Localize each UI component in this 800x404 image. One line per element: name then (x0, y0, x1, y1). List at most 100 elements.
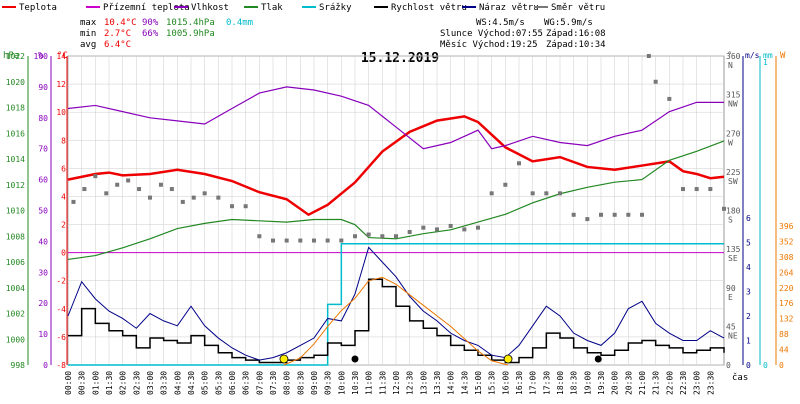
wind-direction-point (243, 204, 248, 209)
legend-label: Vlhkost (191, 3, 229, 13)
wind-direction-point (476, 225, 480, 230)
legend-label: Náraz větru (479, 3, 539, 13)
wind-direction-point (626, 212, 631, 217)
hpa-axis-tick-label: 1008 (6, 232, 25, 241)
deg-axis-direction-label: E (728, 293, 733, 302)
pct-axis-tick-label: 30 (38, 268, 48, 277)
axes: 1022102010181016101410121010100810061004… (6, 52, 794, 370)
wind-direction-point (353, 234, 357, 239)
wind-direction-point (115, 182, 120, 187)
stats-max-rain: 0.4mm (226, 18, 253, 28)
x-tick-label: 21:00 (638, 371, 647, 395)
stats-ws: WS:4.5m/s (476, 18, 525, 28)
x-tick-label: 16:30 (515, 371, 524, 395)
x-tick-label: 14:00 (447, 371, 456, 395)
x-tick-label: 23:00 (693, 371, 702, 395)
wind-direction-point (339, 238, 344, 243)
hpa-axis-tick-label: 1004 (6, 284, 25, 293)
x-tick-label: 13:30 (433, 371, 442, 395)
wind-direction-point (137, 187, 142, 192)
pct-axis-tick-label: 60 (38, 176, 48, 185)
wind-direction-point (640, 212, 644, 217)
stats-mesic: Měsíc Východ:19:25 (440, 40, 538, 50)
wind-direction-point (462, 227, 467, 232)
ms-axis-tick-label: 3 (746, 288, 751, 297)
legend-label: Směr větru (551, 3, 605, 13)
w-axis-tick-label: 44 (779, 346, 789, 355)
deg-axis-direction-label: N (728, 61, 733, 70)
unit-mm: mm (763, 51, 773, 60)
stats-slunce: Slunce Východ:07:55 (440, 29, 543, 39)
x-tick-label: 07:30 (269, 371, 278, 395)
x-tick-label: 00:00 (64, 371, 73, 395)
pct-axis-tick-label: 90 (38, 83, 48, 92)
x-axis-ticks: 00:00 00:30 01:00 01:30 02:00 02:30 03:00 03:30… (64, 371, 715, 395)
stats-min-press: 1005.9hPa (166, 29, 215, 39)
unit-pct: % (38, 51, 44, 61)
stats-min-temp: 2.7°C (104, 29, 131, 39)
c-axis-tick-label: 6 (61, 164, 66, 173)
wind-direction-point (653, 79, 658, 84)
wind-direction-point (93, 174, 98, 179)
legend-label: Rychlost větru (391, 3, 467, 13)
deg-axis-direction-label: SW (728, 177, 738, 186)
x-axis-label: čas (732, 372, 748, 383)
x-tick-label: 03:30 (160, 371, 169, 395)
wind-direction-point (82, 187, 87, 192)
c-axis-tick-label: 10 (56, 108, 66, 117)
wind-direction-point (180, 199, 185, 204)
ms-axis-tick-label: 0 (746, 361, 751, 370)
x-tick-label: 21:30 (652, 371, 661, 395)
legend: Teplota Přízemní teplota Vlhkost Tlak Srážky… (2, 3, 605, 13)
deg-axis-tick-label: 315 (726, 91, 741, 100)
wind-direction-point (325, 238, 330, 243)
x-tick-label: 19:00 (583, 371, 592, 395)
x-tick-label: 17:30 (542, 371, 551, 395)
mm-axis-tick-label: 1 (763, 58, 768, 67)
ms-axis-tick-label: 6 (746, 214, 751, 223)
wind-direction-point (312, 238, 316, 243)
pct-axis-tick-label: 100 (34, 52, 49, 61)
c-axis-tick-label: -6 (56, 333, 66, 342)
legend-label: Srážky (319, 3, 352, 13)
wind-direction-point (530, 191, 535, 196)
x-tick-label: 12:00 (392, 371, 401, 395)
c-axis-tick-label: 12 (56, 80, 66, 89)
wind-direction-point (366, 232, 371, 237)
wind-direction-point (126, 178, 131, 183)
x-tick-label: 20:00 (611, 371, 620, 395)
wind-direction-point (257, 234, 262, 239)
wind-direction-point (158, 182, 163, 187)
x-tick-label: 16:00 (501, 371, 510, 395)
wind-direction-point (448, 223, 453, 228)
pct-axis-tick-label: 0 (43, 361, 48, 370)
grid (67, 55, 725, 366)
wind-direction-point (298, 238, 303, 243)
deg-axis-direction-label: NW (728, 100, 738, 109)
sun-marker (279, 354, 289, 364)
hpa-axis-tick-label: 1020 (6, 78, 25, 87)
pct-axis-tick-label: 40 (38, 237, 48, 246)
w-axis-tick-label: 0 (779, 361, 784, 370)
deg-axis-tick-label: 90 (726, 284, 736, 293)
x-tick-label: 05:00 (201, 371, 210, 395)
c-axis-tick-label: 0 (61, 249, 66, 258)
stats-min-label: min (80, 29, 96, 39)
wind-direction-point (71, 199, 76, 204)
wind-direction-point (380, 234, 385, 239)
series-rychlost-v-tru (68, 278, 725, 364)
deg-axis-tick-label: 270 (726, 129, 741, 138)
deg-axis-direction-label: W (728, 138, 733, 147)
stats-max-label: max (80, 18, 97, 28)
x-tick-label: 22:00 (665, 371, 674, 395)
x-tick-label: 05:30 (214, 371, 223, 395)
x-tick-label: 01:30 (105, 371, 114, 395)
wind-direction-point (271, 238, 275, 243)
wind-direction-point (544, 191, 549, 196)
hpa-axis-tick-label: 1014 (6, 155, 25, 164)
x-tick-label: 02:00 (119, 371, 128, 395)
pct-axis-tick-label: 70 (38, 145, 48, 154)
moon-marker (351, 355, 359, 363)
series-n-raz-v-tru (67, 246, 725, 361)
